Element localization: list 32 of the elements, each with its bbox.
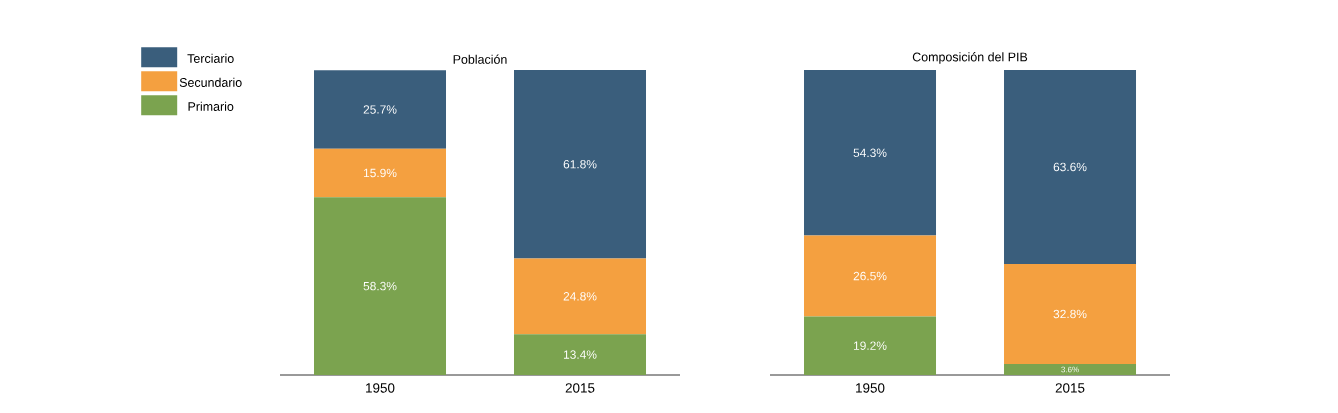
bar: [514, 334, 646, 375]
data-label: 63.6%: [1053, 162, 1087, 172]
data-label: 19.2%: [853, 341, 887, 350]
bar: [314, 148, 446, 198]
bar: [1004, 263, 1137, 365]
x-tick-label: 1950: [366, 383, 395, 393]
data-label: 15.9%: [363, 168, 397, 178]
data-label: 25.7%: [363, 105, 397, 114]
data-label: 54.3%: [853, 148, 887, 158]
legend-label: Secundario: [179, 77, 242, 87]
data-label: 61.8%: [563, 160, 597, 169]
bar: [314, 70, 446, 149]
bar: [804, 235, 937, 317]
legend-label: Terciario: [187, 53, 234, 63]
bar: [514, 258, 646, 335]
data-label: 26.5%: [853, 271, 887, 281]
bar: [514, 70, 646, 259]
x-tick-label: 2015: [1055, 383, 1085, 393]
x-tick-label: 2015: [565, 383, 595, 393]
legend-label: Primario: [188, 101, 234, 111]
bar: [1004, 364, 1137, 375]
bar: [804, 70, 937, 236]
data-label: 58.3%: [363, 281, 397, 291]
data-label: 32.8%: [1053, 309, 1087, 319]
chart-title: Población: [453, 54, 507, 64]
x-tick-label: 1950: [856, 383, 885, 393]
bar: [804, 316, 937, 375]
bar: [1004, 70, 1137, 264]
chart-title: Composición del PIB: [912, 52, 1028, 64]
data-label: 13.4%: [563, 350, 597, 359]
bar: [314, 197, 446, 375]
data-label: 24.8%: [563, 292, 597, 301]
